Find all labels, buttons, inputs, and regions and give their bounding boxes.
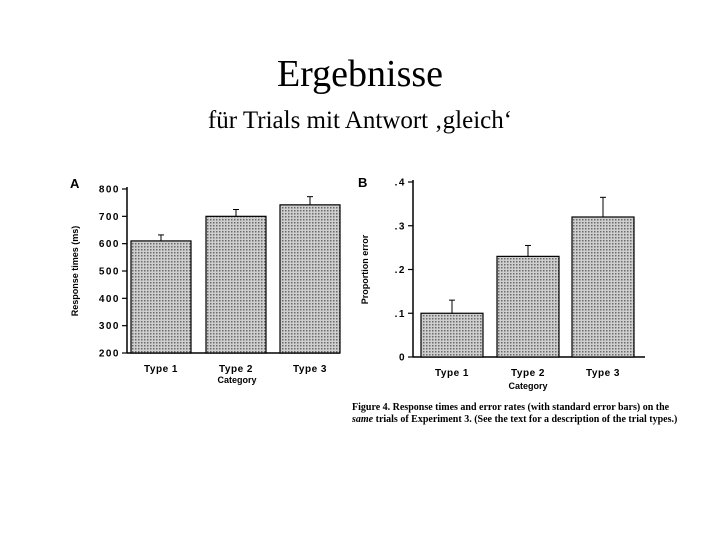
category-label-b-1: Type 1 [435,368,469,379]
bar-a-3 [279,204,341,354]
bar-b-1 [420,312,484,358]
y-tick-label-a: 400 [99,294,120,305]
y-tick-label-b: .2 [395,265,406,276]
bar-b-3 [571,216,635,358]
x-axis-label-a: Category [217,375,256,385]
y-axis-label-a: Response times (ms) [70,226,80,317]
bar-b-2 [496,255,560,358]
y-tick-label-b: .3 [395,221,406,232]
category-label-a-3: Type 3 [293,364,327,375]
caption-lead: Figure 4. Response times and error rates… [352,402,670,413]
y-tick-label-a: 800 [99,185,120,196]
category-label-a-1: Type 1 [144,364,178,375]
slide-title: Ergebnisse [276,53,444,95]
y-tick-label-b: .1 [395,309,406,320]
y-tick-label-a: 500 [99,267,120,278]
y-tick-label-b: 0 [399,353,406,364]
bar-a-2 [205,215,267,354]
caption-emphasis: same [352,414,374,425]
category-label-b-3: Type 3 [586,368,620,379]
caption-rest: trials of Experiment 3. (See the text fo… [373,414,678,425]
y-tick-label-a: 600 [99,239,120,250]
chart-b: B 0 .1 .2 .3 .4 Proportion error Type 1 Type 2 Ty… [358,175,645,391]
y-tick-label-b: .4 [395,178,406,189]
category-label-b-2: Type 2 [511,368,545,379]
panel-label-b: B [358,175,367,190]
category-label-a-2: Type 2 [219,364,253,375]
y-axis-label-b: Proportion error [360,234,370,304]
y-tick-label-a: 700 [99,212,120,223]
figure-caption: Figure 4. Response times and error rates… [352,402,682,426]
y-tick-label-a: 200 [99,349,120,360]
panel-label-a: A [70,176,80,191]
chart-a: A 200 300 400 500 600 700 800 Response times (ms… [70,176,341,385]
slide-subtitle: für Trials mit Antwort ‚gleich‘ [207,107,513,134]
y-tick-label-a: 300 [99,321,120,332]
bar-a-1 [130,240,192,354]
x-axis-label-b: Category [508,381,547,391]
